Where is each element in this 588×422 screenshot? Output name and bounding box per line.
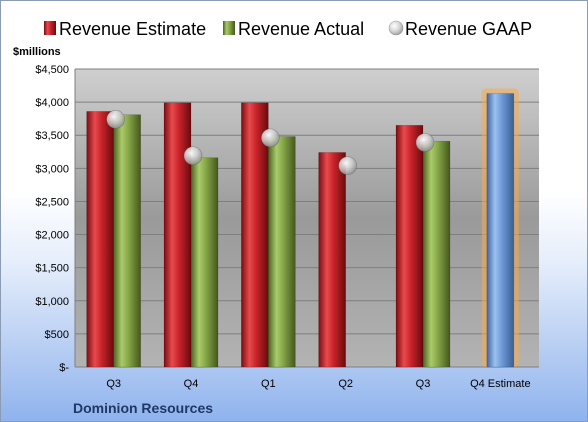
y-tick-label: $2,500 [35, 196, 69, 208]
legend-revenue-gaap-label: Revenue GAAP [405, 19, 532, 39]
legend-revenue-gaap-swatch [388, 20, 404, 36]
bar-revenue-estimate [86, 111, 114, 368]
x-tick-label: Q4 [184, 378, 199, 390]
x-tick-label: Q3 [106, 378, 121, 390]
legend-revenue-actual-label: Revenue Actual [238, 19, 364, 39]
y-tick-label: $- [59, 362, 69, 374]
point-revenue-gaap [261, 128, 280, 148]
company-name: Dominion Resources [73, 400, 213, 416]
y-tick-label: $3,000 [35, 163, 69, 175]
y-tick-label: $3,500 [35, 130, 69, 142]
y-axis-unit-label: $millions [13, 46, 61, 58]
bar-revenue-estimate [241, 102, 269, 368]
x-tick-label: Q3 [416, 378, 431, 390]
y-tick-label: $1,500 [35, 263, 69, 275]
point-revenue-gaap [338, 156, 357, 175]
bar-revenue-actual [190, 157, 219, 368]
bar-revenue-estimate [395, 125, 424, 368]
legend-revenue-estimate-swatch [44, 21, 56, 35]
point-revenue-gaap [183, 146, 203, 166]
y-tick-label: $4,000 [35, 97, 69, 109]
y-tick-label: $500 [45, 329, 69, 341]
y-tick-label: $2,000 [35, 230, 69, 242]
bar-revenue-estimate [163, 102, 192, 368]
x-tick-label: Q4 Estimate [470, 378, 531, 390]
x-tick-label: Q1 [261, 378, 276, 390]
legend-revenue-actual-swatch [223, 21, 235, 35]
plot-area [75, 69, 539, 367]
bar-revenue-actual [422, 140, 451, 368]
bar-revenue-actual [268, 136, 296, 368]
y-tick-label: $1,000 [35, 296, 69, 308]
x-tick-label: Q2 [338, 378, 353, 390]
point-revenue-gaap [106, 110, 125, 129]
y-tick-label: $4,500 [35, 64, 69, 76]
legend-revenue-estimate-label: Revenue Estimate [59, 19, 206, 39]
point-revenue-gaap [415, 133, 435, 152]
bar-revenue-actual [113, 114, 141, 368]
bar-q4-estimate [486, 93, 515, 368]
bar-revenue-estimate [318, 152, 346, 368]
